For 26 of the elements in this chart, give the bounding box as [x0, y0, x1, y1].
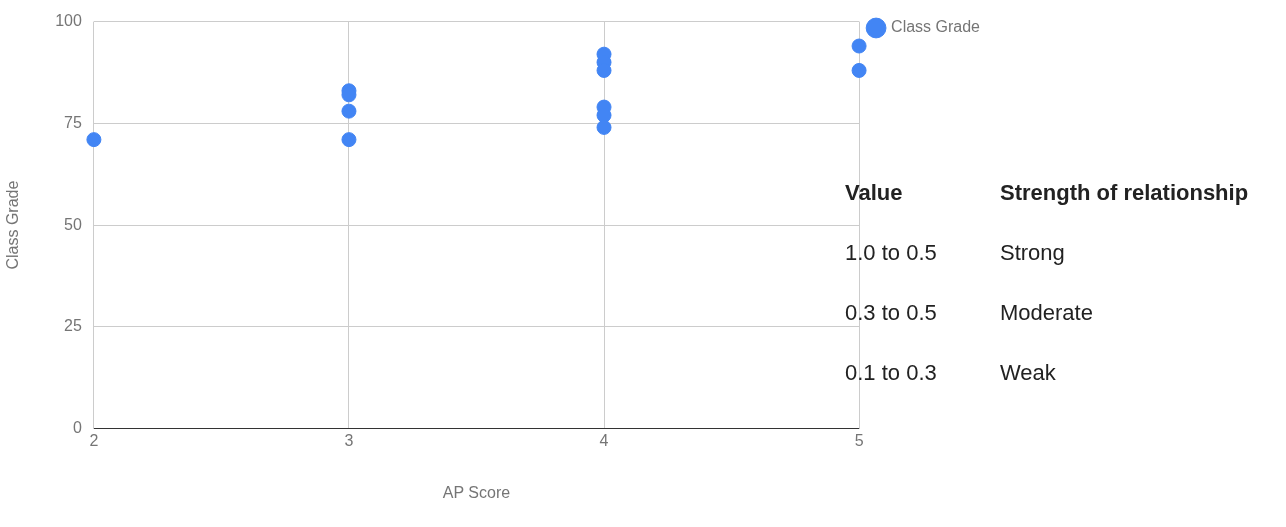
y-tick-label: 25	[64, 317, 82, 335]
y-tick-label: 0	[72, 419, 82, 437]
y-tick-label: 50	[64, 215, 82, 233]
point	[851, 38, 867, 54]
text: Strong	[1000, 240, 1066, 266]
x-tick-label: 3	[344, 431, 354, 449]
x-axis-title: AP Score	[442, 483, 511, 501]
annotation: Value	[845, 180, 904, 206]
y-tick-label: 75	[64, 113, 82, 131]
point	[86, 132, 102, 148]
point	[341, 132, 357, 148]
point	[851, 62, 867, 78]
x-tick-label: 5	[854, 431, 864, 449]
x-tick-label: 4	[599, 431, 609, 449]
y-axis-title: Class Grade	[4, 180, 22, 270]
text: Moderate	[1000, 300, 1094, 326]
text: Strength of relationship	[1000, 180, 1250, 206]
x-tick-label: 2	[89, 431, 99, 449]
annotation: 1.0 to 0.5	[845, 240, 938, 266]
legend-label: Class Grade	[891, 18, 981, 36]
point	[341, 103, 357, 119]
y-tick-label: 100	[55, 12, 82, 30]
text: Weak	[1000, 360, 1057, 386]
point	[596, 119, 612, 135]
annotation: 0.3 to 0.5	[845, 300, 938, 326]
annotation: 0.1 to 0.3	[845, 360, 938, 386]
